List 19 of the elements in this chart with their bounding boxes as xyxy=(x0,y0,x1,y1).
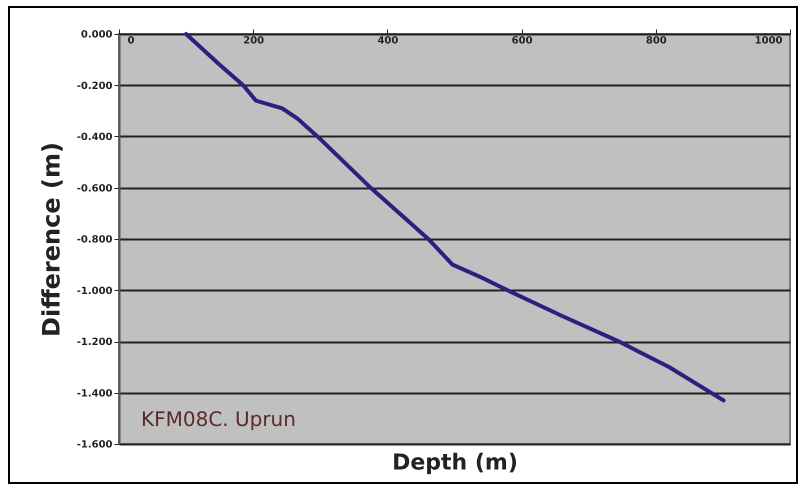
y-tick-label: -0.800 xyxy=(76,234,113,246)
y-tick-label: -1.600 xyxy=(76,440,113,450)
y-tick-label: 0.000 xyxy=(80,30,113,40)
y-axis-title: Difference (m) xyxy=(38,142,66,337)
y-tick-label: -1.400 xyxy=(76,388,113,400)
y-tick-label: -1.200 xyxy=(76,337,113,348)
x-tick-label: 400 xyxy=(377,36,398,46)
y-tick-label: -0.200 xyxy=(76,80,113,92)
x-tick-label: 200 xyxy=(243,36,264,46)
x-tick-label: 0 xyxy=(128,36,134,46)
x-axis-title: Depth (m) xyxy=(392,450,518,476)
y-tick-label: -0.400 xyxy=(76,132,113,143)
y-tick-label: -1.000 xyxy=(76,286,113,297)
y-tick-label: -0.600 xyxy=(76,183,113,194)
line-series xyxy=(184,32,726,402)
x-tick-label: 800 xyxy=(646,36,667,46)
annotation: KFM08C. Uprun xyxy=(141,407,296,431)
x-tick-label: 600 xyxy=(512,36,533,46)
x-tick-label: 1000 xyxy=(754,36,783,46)
